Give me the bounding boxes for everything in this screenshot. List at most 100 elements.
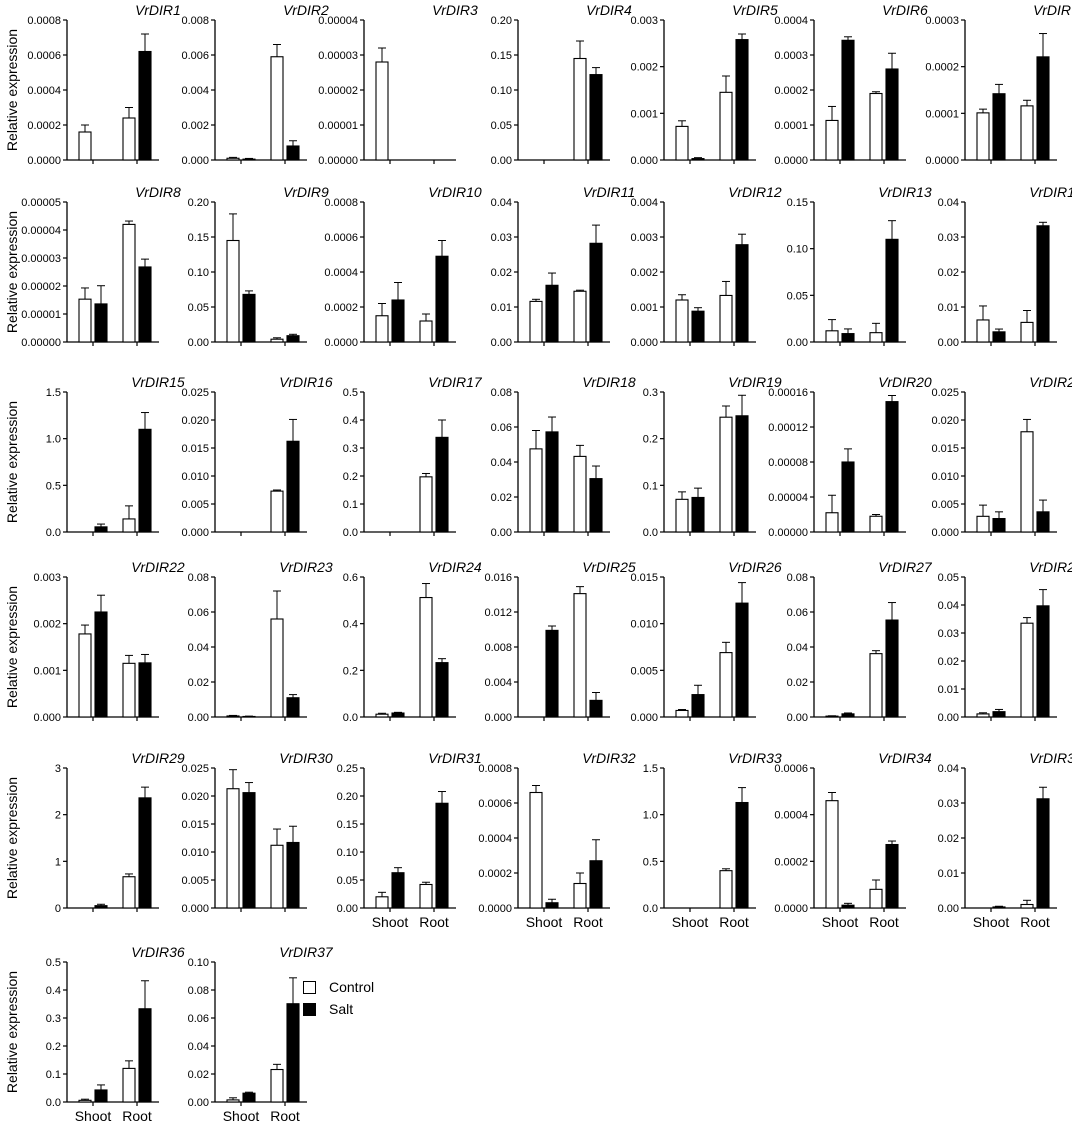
x-category-label: Root (270, 1108, 300, 1124)
y-tick-label: 0.015 (181, 819, 209, 831)
bar-control-root (573, 290, 587, 343)
bar-salt-root (885, 619, 899, 718)
bar-salt-root (735, 801, 749, 909)
y-tick-label: 0.06 (787, 607, 808, 619)
bar-control-root (122, 662, 136, 718)
bar-control-root (1020, 105, 1034, 161)
y-tick-label: 0.010 (630, 619, 658, 631)
y-tick-label: 0.016 (484, 572, 512, 584)
bar-control-shoot (825, 119, 839, 161)
panel-vrdir8: VrDIR8 0.00000 0.00001 0.00002 0.00003 0.0000… (21, 184, 181, 349)
bar-control-shoot (675, 709, 689, 718)
y-tick-label: 0.20 (188, 197, 209, 209)
x-category-label: Root (719, 914, 749, 930)
panel-vrdir4: VrDIR4 0.00 0.05 0.10 0.15 0.20 (491, 2, 632, 167)
legend-item-salt: Salt (303, 1000, 423, 1022)
bar-control-shoot (675, 125, 689, 161)
panel-title: VrDIR28 (1029, 559, 1072, 575)
y-tick-label: 0.010 (181, 471, 209, 483)
y-tick-label: 0.08 (787, 572, 808, 584)
x-category-label: Root (573, 914, 603, 930)
bar-salt-shoot (391, 299, 405, 343)
y-tick-label: 0.1 (343, 499, 358, 511)
bar-control-root (270, 56, 284, 161)
bar-control-root (122, 518, 136, 533)
y-tick-label: 0.04 (938, 197, 959, 209)
bar-control-shoot (976, 112, 990, 161)
panel-title: VrDIR10 (428, 184, 482, 200)
bar-salt-root (435, 662, 449, 718)
y-tick-label: 0.5 (46, 957, 61, 969)
bar-salt-shoot (391, 872, 405, 909)
bar-control-root (1020, 903, 1034, 909)
y-tick-label: 0.003 (630, 232, 658, 244)
panel-vrdir24: VrDIR24 0.0 0.2 0.4 0.6 (343, 559, 482, 724)
y-tick-label: 0.004 (484, 677, 512, 689)
bar-salt-root (138, 266, 152, 343)
y-tick-label: 0.5 (46, 480, 61, 492)
y-tick-label: 0.0003 (774, 50, 808, 62)
y-tick-label: 0.1 (643, 480, 658, 492)
y-axis-label: Relative expression (4, 777, 20, 899)
bar-salt-root (1036, 225, 1050, 343)
y-tick-label: 0.001 (630, 108, 658, 120)
y-tick-label: 0.00008 (768, 457, 808, 469)
y-tick-label: 0.001 (630, 302, 658, 314)
panel-title: VrDIR9 (283, 184, 329, 200)
bar-salt-root (1036, 798, 1050, 909)
bar-control-root (270, 1068, 284, 1103)
bar-control-root (869, 515, 883, 533)
panel-title: VrDIR29 (131, 750, 185, 766)
bar-salt-shoot (391, 712, 405, 718)
bar-control-root (573, 593, 587, 718)
bar-control-root (419, 476, 433, 533)
bar-salt-shoot (691, 496, 705, 533)
y-tick-label: 0.00 (491, 527, 512, 539)
bar-salt-shoot (545, 431, 559, 533)
panel-title: VrDIR24 (428, 559, 482, 575)
bar-salt-root (735, 602, 749, 718)
bar-control-root (573, 57, 587, 161)
y-tick-label: 0.00 (938, 337, 959, 349)
x-category-label: Root (869, 914, 899, 930)
panel-title: VrDIR6 (882, 2, 928, 18)
y-tick-label: 0.020 (181, 791, 209, 803)
y-tick-label: 0.06 (188, 1013, 209, 1025)
panel-title: VrDIR2 (283, 2, 329, 18)
bar-salt-root (286, 440, 300, 533)
y-tick-label: 0.00004 (21, 225, 61, 237)
bar-control-root (719, 870, 733, 909)
y-tick-label: 0.0000 (27, 155, 61, 167)
y-tick-label: 0.025 (181, 763, 209, 775)
y-tick-label: 0.5 (643, 856, 658, 868)
bar-salt-root (589, 478, 603, 533)
y-tick-label: 0.0000 (774, 903, 808, 915)
x-category-label: Shoot (822, 914, 859, 930)
y-tick-label: 0.4 (343, 415, 358, 427)
bar-control-root (270, 490, 284, 533)
panel-title: VrDIR36 (131, 944, 185, 960)
y-tick-label: 0.000 (630, 337, 658, 349)
y-tick-label: 0.005 (931, 499, 959, 511)
bar-salt-shoot (691, 694, 705, 718)
y-tick-label: 0.4 (46, 985, 61, 997)
bar-control-root (419, 320, 433, 343)
y-tick-label: 2 (55, 810, 61, 822)
panel-title: VrDIR14 (1029, 184, 1072, 200)
legend-swatch-control (303, 981, 316, 994)
bar-control-shoot (529, 448, 543, 533)
y-tick-label: 0.05 (188, 302, 209, 314)
y-tick-label: 0.0006 (27, 50, 61, 62)
y-tick-label: 0.0004 (478, 833, 512, 845)
y-tick-label: 0.00004 (768, 492, 808, 504)
bar-salt-root (589, 860, 603, 909)
y-tick-label: 0.0008 (324, 197, 358, 209)
y-tick-label: 0.06 (491, 422, 512, 434)
panel-vrdir18: VrDIR18 0.00 0.02 0.04 0.06 0.08 (491, 374, 636, 539)
y-tick-label: 0.001 (33, 665, 61, 677)
panel-vrdir6: VrDIR6 0.0000 0.0001 0.0002 0.0003 0.0004 (774, 2, 928, 167)
y-tick-label: 0.020 (931, 415, 959, 427)
y-tick-label: 1.5 (46, 387, 61, 399)
bar-salt-shoot (94, 303, 108, 343)
y-tick-label: 0.0004 (774, 15, 808, 27)
